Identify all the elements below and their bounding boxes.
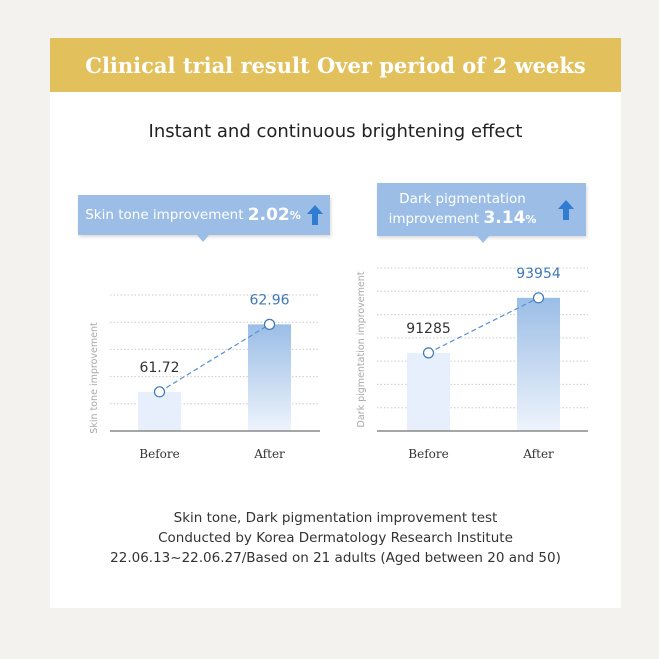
callout-label-2: improvement bbox=[388, 211, 480, 227]
callout-unit: % bbox=[525, 213, 537, 226]
y-axis-label: Dark pigmentation improvement bbox=[356, 271, 367, 427]
callout-unit: % bbox=[289, 208, 301, 222]
connector-line bbox=[428, 297, 539, 354]
y-axis-label: Skin tone improvement bbox=[89, 322, 100, 434]
skin-tone-callout: Skin tone improvement 2.02% bbox=[78, 195, 330, 242]
header-title: Clinical trial result Over period of 2 w… bbox=[85, 52, 586, 78]
footer-line: Conducted by Korea Dermatology Research … bbox=[158, 530, 513, 546]
bar-after bbox=[517, 297, 560, 431]
bar-before bbox=[407, 352, 450, 431]
footer-notes: Skin tone, Dark pigmentation improvement… bbox=[50, 508, 621, 568]
subtitle: Instant and continuous brightening effec… bbox=[148, 121, 523, 142]
callout-value: 3.14 bbox=[483, 208, 526, 228]
category-label: After bbox=[253, 447, 285, 461]
data-point bbox=[422, 347, 435, 359]
callout-label-1: Dark pigmentation bbox=[399, 191, 526, 207]
charts-svg: 61.72 Before 62.96 After Skin tone improveme… bbox=[89, 266, 588, 461]
data-point bbox=[153, 386, 166, 398]
footer-line: 22.06.13~22.06.27/Based on 21 adults (Ag… bbox=[110, 550, 561, 566]
bar-after bbox=[248, 324, 291, 431]
value-label: 61.72 bbox=[139, 360, 179, 376]
category-label: Before bbox=[139, 447, 179, 461]
value-label: 62.96 bbox=[249, 292, 289, 308]
data-point bbox=[532, 292, 545, 304]
bar-before bbox=[138, 391, 181, 431]
dark-pigmentation-callout: Dark pigmentation improvement 3.14% bbox=[377, 183, 586, 243]
header-banner: Clinical trial result Over period of 2 w… bbox=[50, 38, 621, 92]
callout-label: Skin tone improvement bbox=[85, 206, 244, 223]
result-card: Clinical trial result Over period of 2 w… bbox=[50, 38, 621, 608]
arrow-up-icon bbox=[306, 205, 323, 225]
connector-line bbox=[159, 323, 270, 393]
value-label: 93954 bbox=[516, 266, 561, 282]
value-label: 91285 bbox=[406, 321, 451, 337]
arrow-up-icon bbox=[558, 199, 575, 220]
category-label: After bbox=[522, 447, 554, 461]
footer-line: Skin tone, Dark pigmentation improvement… bbox=[173, 510, 498, 526]
callout-value: 2.02 bbox=[247, 204, 290, 225]
data-point bbox=[263, 318, 276, 330]
category-label: Before bbox=[408, 447, 448, 461]
